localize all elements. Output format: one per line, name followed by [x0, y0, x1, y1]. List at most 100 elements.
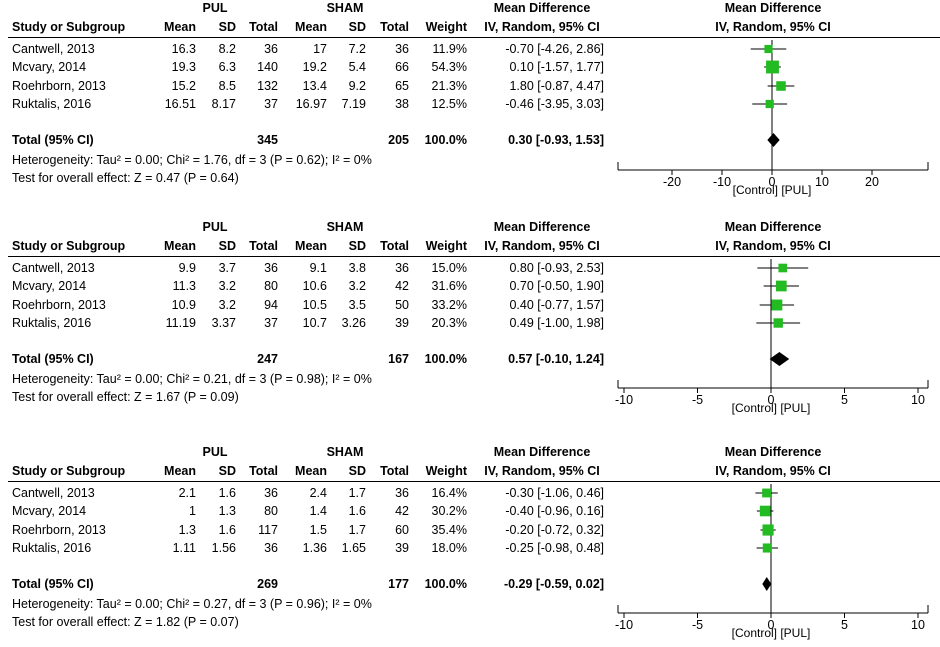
- col-pul-sd-header: SD: [218, 239, 236, 253]
- effect-square: [775, 280, 787, 292]
- col-pul-total-header: Total: [249, 239, 278, 253]
- cell-pul-sd: 1.6: [218, 486, 236, 500]
- cell-pul-mean: 1.3: [178, 523, 196, 537]
- total-ci: 0.57 [-0.10, 1.24]: [508, 352, 604, 366]
- study-name: Cantwell, 2013: [12, 42, 95, 56]
- effect-square: [764, 44, 773, 54]
- cell-pul-sd: 1.56: [211, 541, 236, 555]
- total-pul: 345: [257, 133, 278, 147]
- cell-sham-total: 42: [395, 279, 409, 293]
- col-sham-mean-header: Mean: [295, 239, 327, 253]
- col-sham-sd-header: SD: [348, 20, 366, 34]
- group2-header: SHAM: [326, 445, 364, 459]
- x-tick-label: -5: [692, 393, 703, 407]
- cell-ci: 0.49 [-1.00, 1.98]: [509, 316, 604, 330]
- x-tick-label: -10: [615, 618, 633, 632]
- cell-pul-total: 80: [264, 279, 278, 293]
- cell-ci: 0.70 [-0.50, 1.90]: [509, 279, 604, 293]
- study-name: Roehrborn, 2013: [12, 298, 106, 312]
- cell-sham-sd: 3.26: [341, 316, 366, 330]
- cell-pul-total: 140: [257, 60, 278, 74]
- cell-sham-total: 50: [395, 298, 409, 312]
- cell-pul-total: 36: [264, 42, 278, 56]
- cell-sham-sd: 1.7: [348, 486, 366, 500]
- x-tick-label: -10: [615, 393, 633, 407]
- col-pul-mean-header: Mean: [164, 20, 196, 34]
- study-name: Mcvary, 2014: [12, 279, 87, 293]
- total-diamond: [762, 577, 772, 591]
- cell-pul-mean: 1: [189, 504, 196, 518]
- cell-weight: 21.3%: [431, 79, 467, 93]
- md-subheader: IV, Random, 95% CI: [484, 464, 600, 478]
- cell-pul-total: 36: [264, 541, 278, 555]
- group1-header: PUL: [202, 220, 228, 234]
- favours-label: [Control] [PUL]: [732, 183, 812, 197]
- plot-subtitle: IV, Random, 95% CI: [715, 239, 831, 253]
- cell-weight: 54.3%: [431, 60, 467, 74]
- cell-pul-mean: 16.51: [164, 97, 196, 111]
- study-name: Ruktalis, 2016: [12, 316, 92, 330]
- cell-pul-sd: 3.2: [218, 298, 236, 312]
- x-tick-label: 10: [911, 393, 925, 407]
- cell-sham-mean: 9.1: [309, 261, 327, 275]
- cell-sham-mean: 19.2: [302, 60, 327, 74]
- study-name: Cantwell, 2013: [12, 261, 95, 275]
- col-weight-header: Weight: [425, 20, 467, 34]
- cell-sham-sd: 7.19: [341, 97, 366, 111]
- cell-pul-mean: 1.11: [172, 541, 196, 555]
- total-diamond: [767, 133, 780, 147]
- plot-title: Mean Difference: [724, 445, 822, 459]
- cell-sham-total: 38: [395, 97, 409, 111]
- heterogeneity-text: Heterogeneity: Tau² = 0.00; Chi² = 1.76,…: [12, 153, 372, 167]
- x-tick-label: 0: [769, 175, 776, 189]
- cell-ci: 0.40 [-0.77, 1.57]: [509, 298, 604, 312]
- cell-pul-sd: 8.2: [218, 42, 236, 56]
- effect-square: [773, 318, 783, 328]
- cell-sham-total: 66: [395, 60, 409, 74]
- total-label: Total (95% CI): [12, 133, 94, 147]
- cell-weight: 16.4%: [431, 486, 467, 500]
- total-weight: 100.0%: [424, 352, 467, 366]
- x-tick-label: 20: [865, 175, 879, 189]
- effect-square: [766, 60, 779, 74]
- x-tick-label: -5: [692, 618, 703, 632]
- x-tick-label: -10: [713, 175, 731, 189]
- col-pul-sd-header: SD: [218, 464, 236, 478]
- md-header: Mean Difference: [493, 220, 591, 234]
- plot-subtitle: IV, Random, 95% CI: [715, 464, 831, 478]
- cell-weight: 30.2%: [431, 504, 467, 518]
- cell-weight: 12.5%: [431, 97, 467, 111]
- cell-sham-mean: 16.97: [295, 97, 327, 111]
- total-ci: 0.30 [-0.93, 1.53]: [508, 133, 604, 147]
- total-pul: 269: [257, 577, 278, 591]
- header-rule: [8, 256, 940, 257]
- x-tick-label: 0: [768, 393, 775, 407]
- md-header: Mean Difference: [493, 445, 591, 459]
- col-weight-header: Weight: [425, 239, 467, 253]
- col-pul-total-header: Total: [249, 464, 278, 478]
- study-name: Roehrborn, 2013: [12, 79, 106, 93]
- cell-ci: -0.70 [-4.26, 2.86]: [505, 42, 604, 56]
- cell-ci: -0.20 [-0.72, 0.32]: [505, 523, 604, 537]
- col-weight-header: Weight: [425, 464, 467, 478]
- study-name: Mcvary, 2014: [12, 504, 87, 518]
- col-study-header: Study or Subgroup: [12, 464, 126, 478]
- cell-sham-mean: 1.5: [309, 523, 327, 537]
- group2-header: SHAM: [326, 220, 364, 234]
- col-sham-total-header: Total: [380, 20, 409, 34]
- cell-sham-total: 36: [395, 42, 409, 56]
- effect-square: [762, 543, 772, 553]
- cell-pul-sd: 8.17: [211, 97, 236, 111]
- study-name: Ruktalis, 2016: [12, 97, 92, 111]
- cell-pul-sd: 6.3: [218, 60, 236, 74]
- cell-pul-sd: 1.6: [218, 523, 236, 537]
- cell-pul-mean: 9.9: [178, 261, 196, 275]
- total-label: Total (95% CI): [12, 352, 94, 366]
- cell-sham-sd: 3.8: [348, 261, 366, 275]
- heterogeneity-text: Heterogeneity: Tau² = 0.00; Chi² = 0.21,…: [12, 372, 372, 386]
- favours-label: [Control] [PUL]: [731, 401, 811, 415]
- group1-header: PUL: [202, 1, 228, 15]
- col-pul-mean-header: Mean: [164, 464, 196, 478]
- cell-sham-sd: 1.6: [348, 504, 366, 518]
- cell-weight: 15.0%: [431, 261, 467, 275]
